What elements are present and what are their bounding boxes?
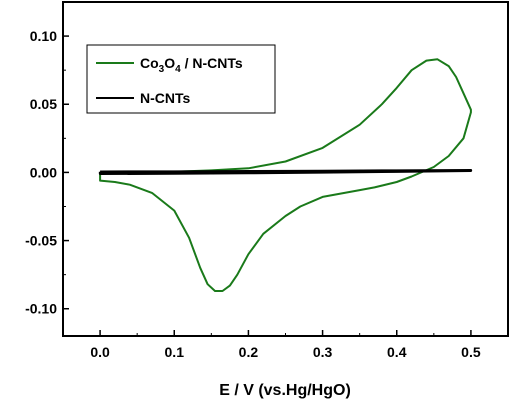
- x-tick-label-4: 0.4: [387, 344, 407, 360]
- x-tick-label-3: 0.3: [313, 344, 333, 360]
- y-tick-label-0: -0.10: [25, 301, 57, 317]
- series-line-co3o4-ncnts: [99, 58, 472, 292]
- series-line-ncnts: [98, 168, 473, 176]
- x-tick-label-1: 0.1: [165, 344, 185, 360]
- y-tick-label-2: 0.00: [30, 164, 57, 180]
- x-tick-label-5: 0.5: [461, 344, 481, 360]
- y-tick-label-1: -0.05: [25, 233, 57, 249]
- y-tick-label-4: 0.10: [30, 28, 57, 44]
- legend-box: [86, 44, 276, 114]
- series-layer: [98, 58, 473, 292]
- y-tick-label-3: 0.05: [30, 96, 57, 112]
- y-axis-ticks: -0.10 -0.05 0.00 0.05 0.10: [25, 28, 69, 317]
- legend-label-co3o4: Co3O4 / N-CNTs: [140, 55, 243, 75]
- x-tick-label-0: 0.0: [90, 344, 110, 360]
- x-tick-label-2: 0.2: [239, 344, 259, 360]
- legend: Co3O4 / N-CNTs N-CNTs: [86, 44, 276, 114]
- x-axis-ticks: 0.0 0.1 0.2 0.3 0.4 0.5: [90, 330, 481, 360]
- legend-label-ncnts: N-CNTs: [140, 90, 191, 106]
- x-axis-title: E / V (vs.Hg/HgO): [219, 382, 351, 399]
